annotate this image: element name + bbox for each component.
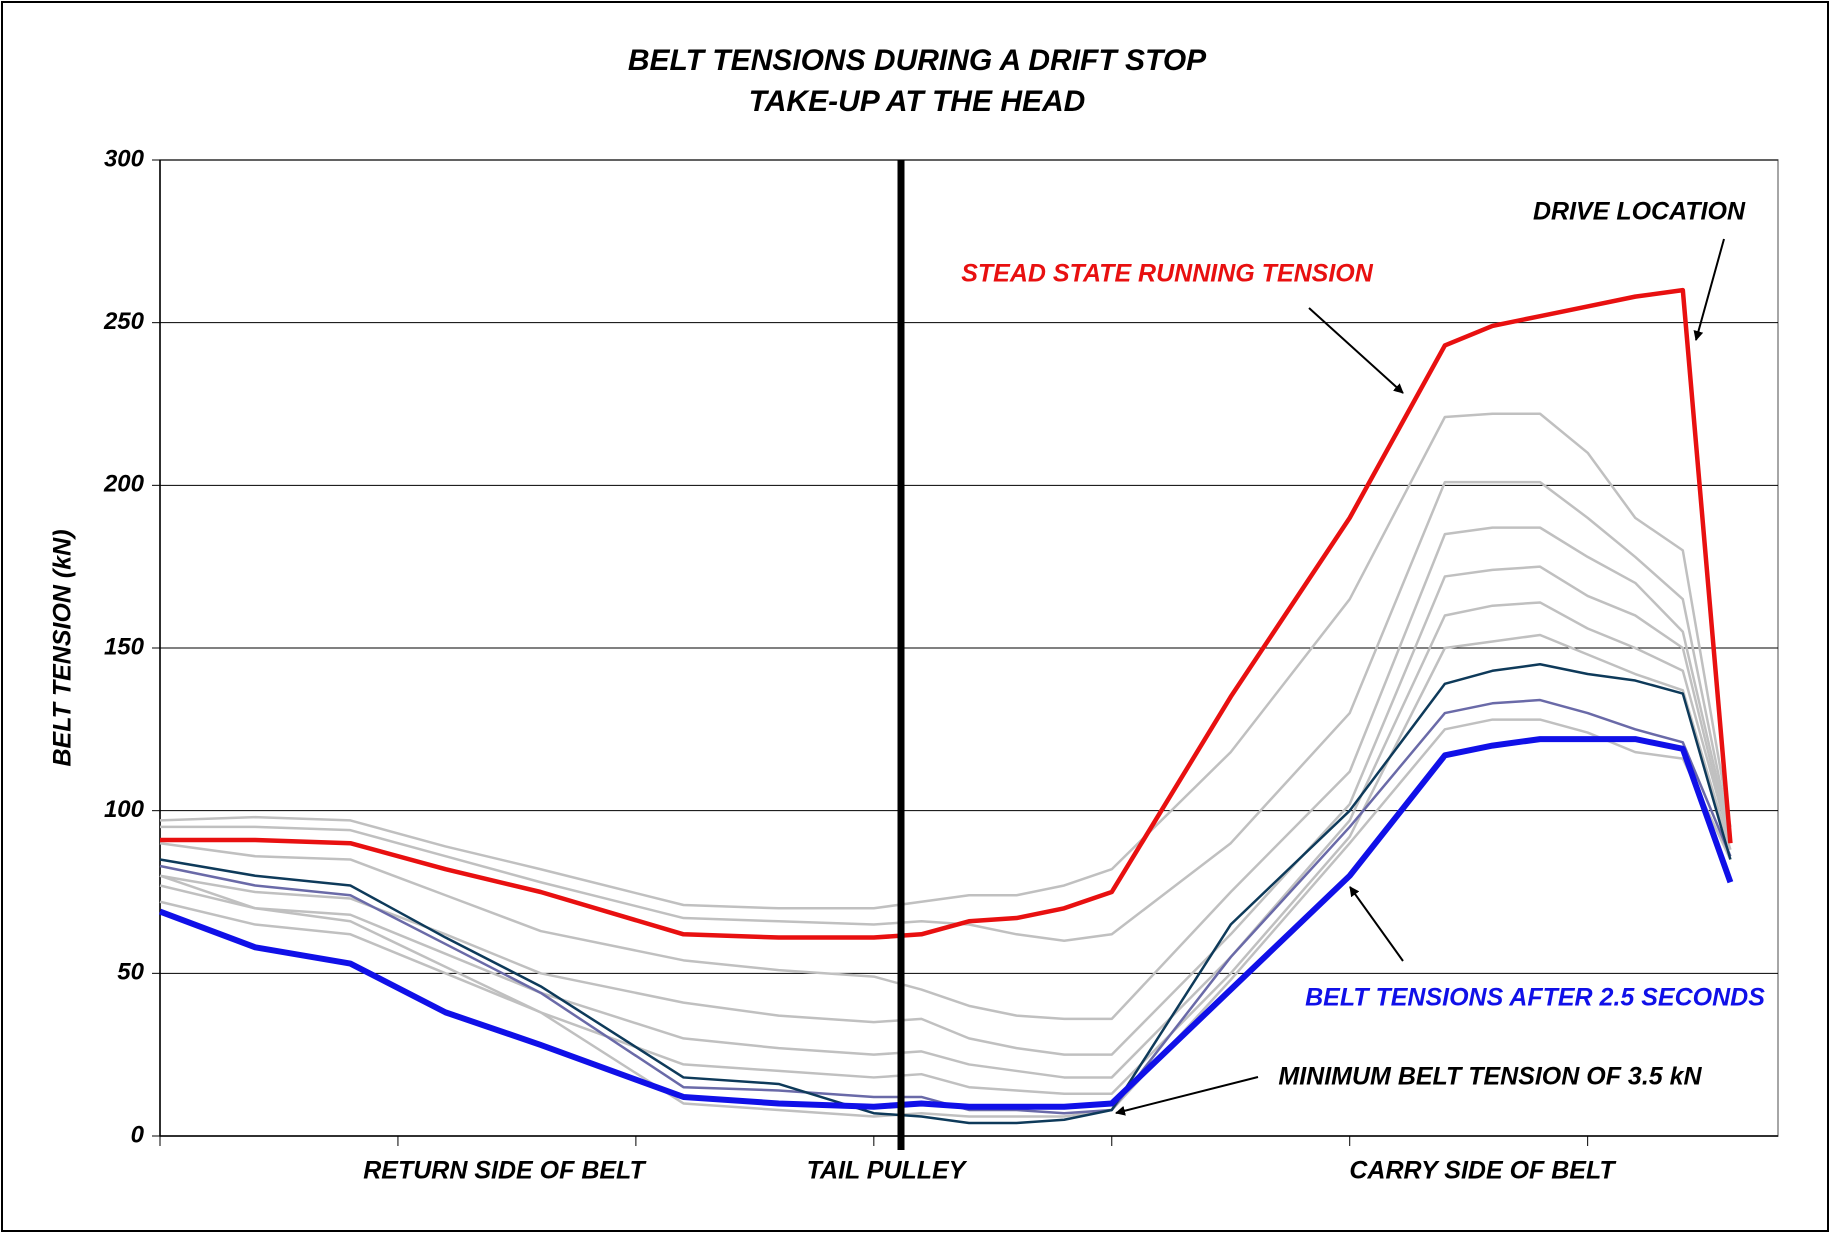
y-axis-label: BELT TENSION (kN) [49, 529, 77, 766]
annotation-arrow [1308, 307, 1404, 394]
annotation-arrow [1693, 238, 1725, 341]
series-line [159, 718, 1732, 1118]
annotation: STEAD STATE RUNNING TENSION [961, 260, 1374, 288]
x-region-label: CARRY SIDE OF BELT [1349, 1157, 1617, 1185]
y-tick-label: 250 [103, 308, 145, 335]
series-line [158, 736, 1734, 1110]
x-region-label: RETURN SIDE OF BELT [363, 1157, 647, 1185]
y-tick-label: 100 [104, 796, 145, 823]
series-line [159, 698, 1732, 1115]
y-tick-label: 200 [103, 471, 145, 498]
chart-title: BELT TENSIONS DURING A DRIFT STOP [628, 44, 1207, 77]
annotation: DRIVE LOCATION [1533, 198, 1746, 226]
x-region-label: TAIL PULLEY [807, 1157, 968, 1185]
series-line [159, 526, 1732, 1021]
y-tick-label: 0 [131, 1121, 145, 1148]
series-line [160, 287, 1733, 940]
annotation: MINIMUM BELT TENSION OF 3.5 kN [1278, 1063, 1702, 1091]
series-line [159, 412, 1732, 910]
y-tick-label: 50 [117, 959, 144, 986]
annotation: BELT TENSIONS AFTER 2.5 SECONDS [1305, 984, 1765, 1012]
series-line [160, 480, 1732, 943]
y-tick-label: 150 [104, 633, 145, 660]
series-line [159, 633, 1732, 1095]
series-line [159, 565, 1732, 1056]
series-line [159, 663, 1732, 1125]
annotation-arrow [1115, 1076, 1259, 1116]
chart-subtitle: TAKE-UP AT THE HEAD [749, 85, 1086, 118]
annotation-arrow [1349, 886, 1404, 962]
series-line [159, 601, 1732, 1079]
y-tick-label: 300 [104, 145, 145, 172]
